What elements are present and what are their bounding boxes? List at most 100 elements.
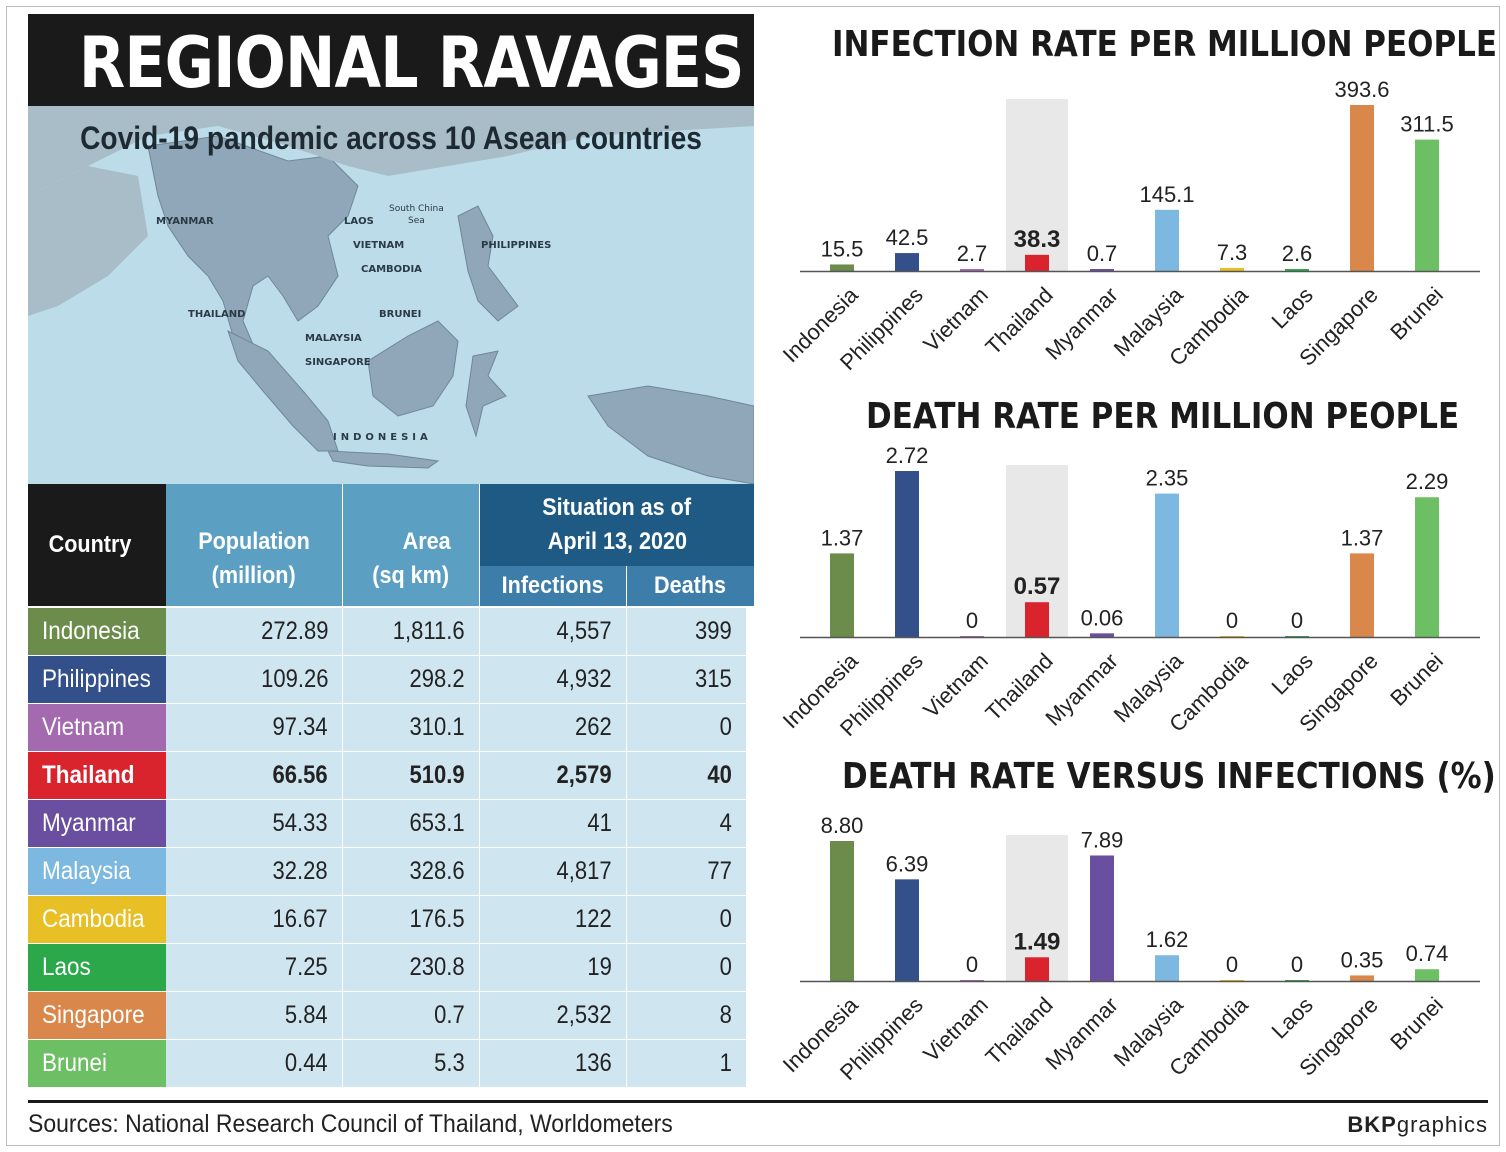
- country-cell: Cambodia: [28, 896, 166, 943]
- data-label-indonesia: 15.5: [821, 236, 864, 261]
- map-label-indonesia: INDONESIA: [333, 432, 432, 443]
- infections-cell: 4,932: [480, 656, 626, 703]
- data-label-singapore: 1.37: [1341, 525, 1384, 550]
- country-cell: Indonesia: [28, 608, 166, 655]
- tick-label-brunei: Brunei: [1385, 992, 1448, 1055]
- bar-vietnam: [960, 636, 984, 637]
- borneo-landmass: [367, 320, 459, 417]
- page-title: REGIONAL RAVAGES: [78, 22, 745, 104]
- map-label-south-china-sea: South China: [389, 204, 444, 214]
- infections-cell: 4,557: [480, 608, 626, 655]
- data-label-philippines: 6.39: [886, 851, 929, 876]
- data-label-malaysia: 145.1: [1139, 182, 1194, 207]
- data-label-singapore: 393.6: [1334, 77, 1389, 102]
- philippines-landmass: [457, 205, 519, 322]
- deaths-cell: 77: [627, 848, 746, 895]
- tick-label-myanmar: Myanmar: [1040, 648, 1123, 731]
- map-label-sea: Sea: [408, 216, 425, 226]
- bar-myanmar: [1090, 269, 1114, 271]
- tick-label-laos: Laos: [1266, 992, 1317, 1043]
- country-cell: Malaysia: [28, 848, 166, 895]
- country-cell: Philippines: [28, 656, 166, 703]
- tick-label-brunei: Brunei: [1385, 648, 1448, 711]
- bar-indonesia: [830, 264, 854, 271]
- data-label-laos: 0: [1291, 608, 1303, 633]
- table-row: Malaysia 32.28 328.6 4,817 77: [28, 848, 754, 896]
- area-cell: 310.1: [343, 704, 479, 751]
- infections-cell: 41: [480, 800, 626, 847]
- bar-thailand: [1025, 602, 1049, 637]
- tick-label-vietnam: Vietnam: [918, 648, 992, 722]
- bar-philippines: [895, 471, 919, 637]
- population-cell: 54.33: [166, 800, 342, 847]
- mainland-landmass: [147, 135, 359, 407]
- area-cell: 230.8: [343, 944, 479, 991]
- bar-philippines: [895, 879, 919, 981]
- population-cell: 0.44: [166, 1040, 342, 1087]
- table-row: Thailand 66.56 510.9 2,579 40: [28, 752, 754, 800]
- map-label-vietnam: VIETNAM: [353, 240, 405, 251]
- country-cell: Laos: [28, 944, 166, 991]
- header-situation: Situation as of April 13, 2020: [480, 484, 754, 566]
- india-landmass: [28, 166, 148, 316]
- map-label-myanmar: MYANMAR: [156, 216, 214, 227]
- data-label-laos: 0: [1291, 952, 1303, 977]
- bar-brunei: [1415, 139, 1439, 271]
- data-label-indonesia: 8.80: [821, 813, 864, 838]
- population-cell: 5.84: [166, 992, 342, 1039]
- deaths-cell: 4: [627, 800, 746, 847]
- credit: BKPgraphics: [1347, 1112, 1488, 1137]
- map-label-laos: LAOS: [344, 216, 374, 227]
- tick-label-myanmar: Myanmar: [1040, 992, 1123, 1075]
- bar-indonesia: [830, 841, 854, 981]
- data-label-singapore: 0.35: [1341, 947, 1384, 972]
- infections-cell: 262: [480, 704, 626, 751]
- data-label-philippines: 42.5: [886, 225, 929, 250]
- header-infections: Infections: [480, 566, 626, 606]
- data-label-thailand: 38.3: [1014, 226, 1061, 253]
- bar-brunei: [1415, 497, 1439, 637]
- area-cell: 176.5: [343, 896, 479, 943]
- map-label-thailand: THAILAND: [188, 309, 246, 320]
- table-row: Brunei 0.44 5.3 136 1: [28, 1040, 754, 1088]
- data-label-brunei: 0.74: [1406, 941, 1449, 966]
- data-label-indonesia: 1.37: [821, 525, 864, 550]
- bar-brunei: [1415, 969, 1439, 981]
- bar-singapore: [1350, 553, 1374, 637]
- bar-cambodia: [1220, 267, 1244, 271]
- bar-cambodia: [1220, 980, 1244, 981]
- infections-cell: 136: [480, 1040, 626, 1087]
- area-cell: 1,811.6: [343, 608, 479, 655]
- death-rate-chart: 1.37Indonesia2.72Philippines0Vietnam0.57…: [780, 443, 1480, 741]
- chart-title-infection-rate: INFECTION RATE PER MILLION PEOPLE: [832, 24, 1498, 65]
- title-banner: REGIONAL RAVAGES: [28, 14, 754, 106]
- data-label-brunei: 311.5: [1400, 112, 1453, 137]
- tick-label-myanmar: Myanmar: [1040, 282, 1123, 365]
- bar-indonesia: [830, 553, 854, 637]
- table-row: Myanmar 54.33 653.1 41 4: [28, 800, 754, 848]
- footer-divider: [28, 1100, 1488, 1103]
- tick-label-vietnam: Vietnam: [918, 282, 992, 356]
- chart-title-death-vs-infection: DEATH RATE VERSUS INFECTIONS (%): [842, 756, 1496, 797]
- country-cell: Singapore: [28, 992, 166, 1039]
- infections-cell: 122: [480, 896, 626, 943]
- sources-note: Sources: National Research Council of Th…: [28, 1110, 673, 1138]
- infections-cell: 19: [480, 944, 626, 991]
- population-cell: 66.56: [166, 752, 342, 799]
- deaths-cell: 315: [627, 656, 746, 703]
- tick-label-vietnam: Vietnam: [918, 992, 992, 1066]
- bar-laos: [1285, 269, 1309, 271]
- papua-landmass: [587, 385, 754, 484]
- deaths-cell: 0: [627, 704, 746, 751]
- area-cell: 5.3: [343, 1040, 479, 1087]
- country-cell: Brunei: [28, 1040, 166, 1087]
- sulawesi-landmass: [465, 350, 507, 438]
- map-label-malaysia: MALAYSIA: [305, 333, 362, 344]
- bar-malaysia: [1155, 493, 1179, 637]
- infections-cell: 4,817: [480, 848, 626, 895]
- chart-title-death-rate: DEATH RATE PER MILLION PEOPLE: [866, 396, 1460, 437]
- area-cell: 328.6: [343, 848, 479, 895]
- highlight-column: [1006, 835, 1068, 981]
- header-deaths: Deaths: [627, 566, 754, 606]
- data-label-brunei: 2.29: [1406, 469, 1449, 494]
